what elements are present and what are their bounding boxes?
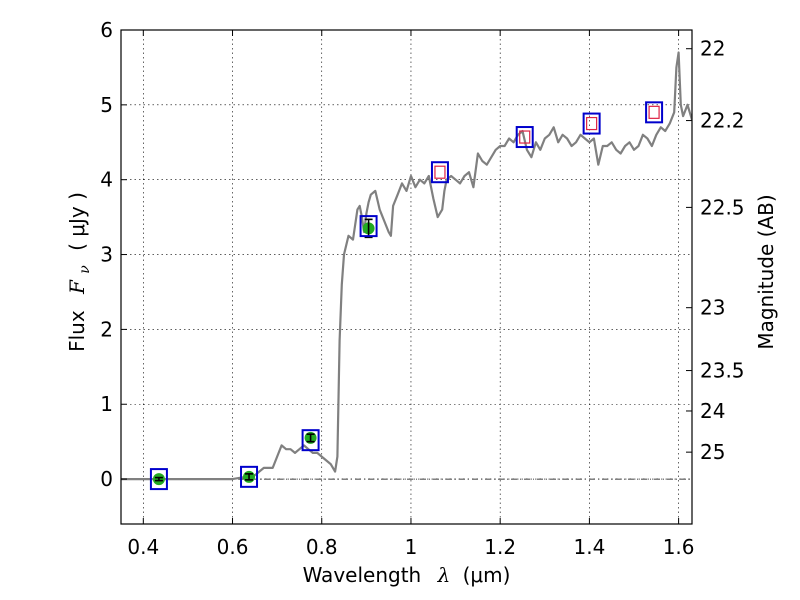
photometry-inner-point	[434, 165, 446, 179]
model-point	[582, 112, 601, 135]
model-point	[359, 215, 378, 238]
right-tick-label: 23.5	[700, 359, 745, 383]
plot-frame	[120, 29, 693, 525]
right-tick-label: 23	[700, 296, 725, 320]
y-tick-label: 2	[100, 317, 113, 341]
x-tick-label: 0.8	[306, 535, 338, 559]
model-point	[301, 429, 320, 452]
y-axis-label-unit: ( μJy )	[65, 192, 89, 251]
x-axis-label: Wavelength λ (μm)	[303, 563, 511, 587]
right-tick-label: 22	[700, 37, 725, 61]
model-point	[430, 161, 449, 184]
spectrum-line	[121, 51, 692, 481]
photometry-inner-point	[648, 105, 660, 119]
y-tick-label: 0	[100, 467, 113, 491]
y-tick-label: 6	[100, 18, 113, 42]
model-point	[240, 465, 259, 488]
x-tick-label: 0.4	[127, 535, 159, 559]
x-tick-label: 1.2	[484, 535, 516, 559]
y-tick-label: 4	[100, 168, 113, 192]
y-axis-label-symbol: F	[65, 279, 89, 295]
photometry-inner-point	[586, 116, 598, 131]
data-layer	[121, 51, 692, 491]
y-axis-label-subscript: ν	[77, 265, 93, 274]
x-tick-label: 1	[405, 535, 418, 559]
y-axis-label-text: Flux	[65, 310, 89, 352]
x-tick-label: 0.6	[217, 535, 249, 559]
y-tick-label: 3	[100, 243, 113, 267]
model-point	[645, 101, 664, 124]
photometry-inner-point	[519, 130, 531, 144]
y-axis-label: Flux F ν ( μJy )	[65, 192, 94, 352]
model-point	[149, 468, 168, 491]
x-tick-label: 1.6	[663, 535, 695, 559]
right-tick-label: 22.5	[700, 195, 745, 219]
x-axis-label-unit: (μm)	[463, 563, 511, 587]
x-tick-label: 1.4	[573, 535, 605, 559]
ticks: 0.4 0.6 0.8 1 1.2 1.4 1.601234562222.222.52323…	[100, 18, 744, 559]
right-tick-label: 24	[700, 399, 725, 423]
x-axis-label-symbol: λ	[437, 563, 451, 587]
grid	[121, 29, 692, 524]
x-axis-label-text: Wavelength	[303, 563, 422, 587]
right-tick-label: 22.2	[700, 109, 745, 133]
model-point	[515, 126, 534, 149]
right-axis-label: Magnitude (AB)	[754, 194, 778, 349]
right-tick-label: 25	[700, 440, 725, 464]
y-tick-label: 5	[100, 93, 113, 117]
y-tick-label: 1	[100, 392, 113, 416]
